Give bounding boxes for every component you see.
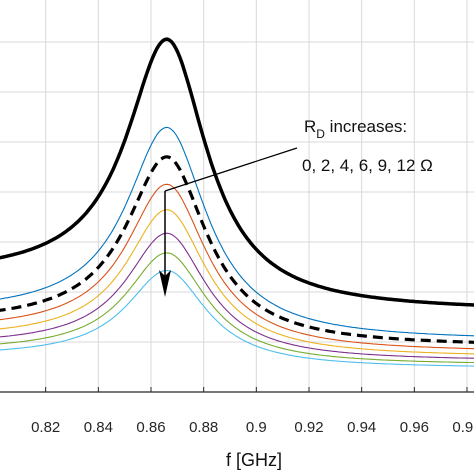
- series-line-2: [0, 155, 474, 344]
- annotation-arrow-head: [159, 270, 171, 297]
- annotation-leader-line: [164, 147, 298, 192]
- series-line-3: [0, 183, 474, 350]
- series-line-0: [0, 37, 474, 307]
- x-axis-label: f [GHz]: [226, 450, 282, 470]
- annotation-line1: RD increases:: [304, 117, 407, 141]
- annotation-line2: 0, 2, 4, 6, 9, 12 Ω: [302, 156, 433, 175]
- series-line-7: [0, 269, 474, 367]
- series-line-4: [0, 209, 474, 355]
- annotation: RD increases: 0, 2, 4, 6, 9, 12 Ω: [159, 117, 433, 297]
- x-tick-label-8: 0.96: [400, 419, 429, 436]
- curves: [0, 37, 474, 367]
- x-tick-labels: 0.82 0.84 0.86 0.88 0.9 0.92 0.94 0.96 0.98: [31, 419, 474, 436]
- series-line-6: [0, 252, 474, 364]
- x-tick-label-7: 0.94: [347, 419, 376, 436]
- series-line-5: [0, 232, 474, 359]
- series-line-1: [0, 126, 474, 337]
- x-tick-label-6: 0.92: [294, 419, 323, 436]
- grid: [0, 0, 474, 392]
- x-tick-label-2: 0.84: [84, 419, 113, 436]
- x-tick-label-4: 0.88: [189, 419, 218, 436]
- x-tick-label-3: 0.86: [136, 419, 165, 436]
- axes: [0, 387, 474, 393]
- x-tick-label-9: 0.98: [452, 419, 474, 436]
- x-tick-label-1: 0.82: [31, 419, 60, 436]
- x-tick-label-5: 0.9: [246, 419, 267, 436]
